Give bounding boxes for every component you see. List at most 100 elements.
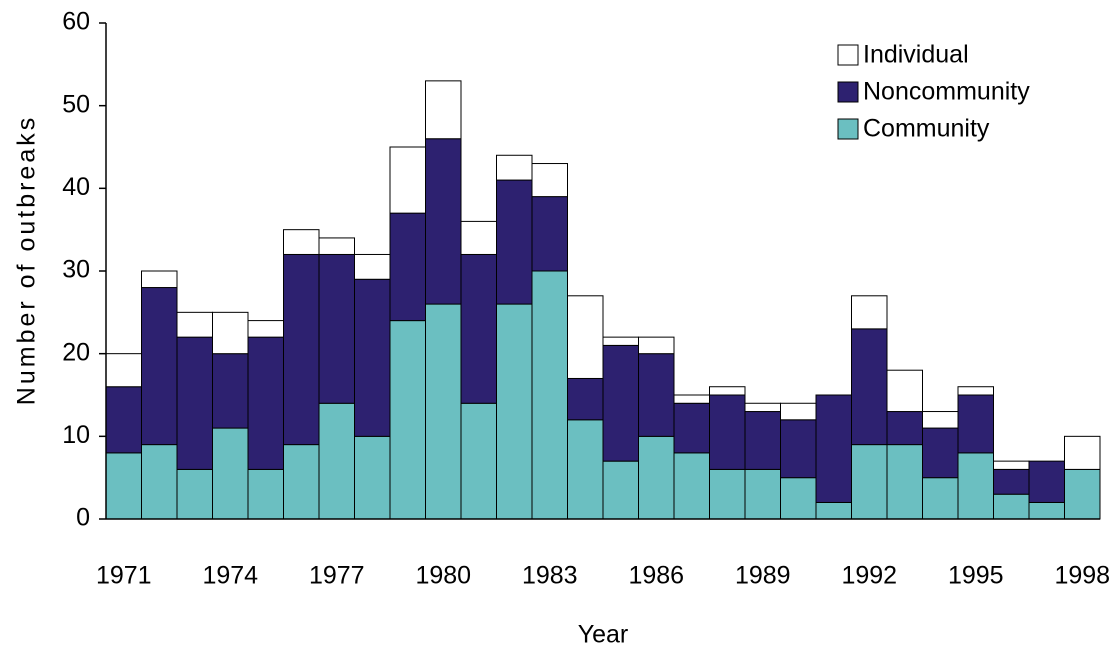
bar-segment [602, 344, 639, 462]
bar-segment [283, 253, 320, 446]
x-tick-label: 1974 [202, 562, 258, 590]
bar-segment [638, 435, 675, 520]
bar-segment [141, 444, 178, 520]
bar-segment [886, 444, 923, 520]
bar-segment [389, 320, 426, 520]
bar-segment [283, 229, 320, 255]
x-tick-label: 1983 [522, 562, 578, 590]
bar-segment [1064, 468, 1101, 520]
bar-segment [531, 163, 568, 198]
bar-segment [425, 138, 462, 305]
bar-segment [496, 179, 533, 305]
legend-swatch [837, 118, 859, 140]
bar-segment [851, 444, 888, 520]
y-tick-label: 50 [62, 90, 90, 118]
bar-segment [1064, 435, 1101, 470]
bar-segment [993, 460, 1030, 470]
y-tick-label: 40 [62, 173, 90, 201]
bar-segment [709, 386, 746, 396]
bar-segment [709, 394, 746, 470]
x-tick-label: 1977 [309, 562, 365, 590]
x-tick-label: 1998 [1054, 562, 1110, 590]
bar-segment [141, 270, 178, 289]
bar-segment [105, 353, 142, 388]
bar-segment [567, 377, 604, 421]
bar-segment [105, 386, 142, 454]
bar-segment [780, 419, 817, 479]
x-tick-label: 1980 [415, 562, 471, 590]
bar-segment [815, 394, 852, 503]
bar-segment [460, 402, 497, 520]
bar-segment [141, 287, 178, 446]
x-tick-label: 1971 [96, 562, 152, 590]
y-tick-label: 30 [62, 256, 90, 284]
bar-segment [886, 369, 923, 413]
bar-segment [531, 196, 568, 272]
bar-segment [247, 320, 284, 338]
bar-segment [744, 468, 781, 520]
x-tick-label: 1992 [841, 562, 897, 590]
bar-segment [425, 303, 462, 520]
bar-segment [354, 278, 391, 437]
legend-label: Noncommunity [863, 78, 1030, 106]
bar-segment [460, 220, 497, 255]
bar-segment [638, 336, 675, 355]
bar-segment [886, 411, 923, 446]
bar-segment [673, 394, 710, 404]
bar-segment [922, 427, 959, 479]
bar-segment [496, 303, 533, 520]
bar-segment [425, 80, 462, 140]
bar-segment [354, 253, 391, 280]
y-tick-label: 20 [62, 338, 90, 366]
bar-segment [318, 237, 355, 255]
y-tick-label: 60 [62, 8, 90, 36]
bar-segment [602, 336, 639, 346]
bar-segment [709, 468, 746, 520]
bar-segment [957, 386, 994, 396]
bar-segment [354, 435, 391, 520]
bar-segment [318, 253, 355, 404]
bar-segment [780, 402, 817, 421]
x-axis-title: Year [578, 621, 629, 649]
bar-segment [389, 212, 426, 322]
bar-segment [957, 452, 994, 520]
legend-label: Community [863, 115, 990, 143]
bar-segment [496, 154, 533, 181]
bar-segment [922, 411, 959, 429]
legend-swatch [837, 81, 859, 103]
bar-segment [212, 353, 249, 429]
bar-segment [1028, 501, 1065, 520]
bar-segment [176, 468, 213, 520]
bar-segment [993, 493, 1030, 520]
bar-segment [744, 402, 781, 413]
y-tick-label: 10 [62, 421, 90, 449]
bar-segment [247, 336, 284, 470]
bar-segment [212, 311, 249, 355]
x-tick-label: 1995 [948, 562, 1004, 590]
y-axis-title: Number of outbreaks [13, 115, 41, 405]
bar-segment [567, 295, 604, 379]
bar-segment [602, 460, 639, 520]
y-tick-label: 0 [76, 504, 90, 532]
bar-segment [957, 394, 994, 454]
bar-segment [815, 501, 852, 520]
bar-segment [638, 353, 675, 437]
bar-segment [460, 253, 497, 404]
legend-swatch [837, 44, 859, 66]
x-tick-label: 1986 [628, 562, 684, 590]
bar-segment [673, 452, 710, 520]
bar-segment [744, 411, 781, 470]
legend-label: Individual [863, 41, 969, 69]
bar-segment [176, 336, 213, 470]
bar-segment [780, 477, 817, 520]
bar-segment [247, 468, 284, 520]
bar-segment [922, 477, 959, 520]
bar-segment [105, 452, 142, 520]
bar-segment [212, 427, 249, 520]
bar-segment [531, 270, 568, 520]
bar-segment [389, 146, 426, 214]
bar-segment [318, 402, 355, 520]
x-tick-label: 1989 [735, 562, 791, 590]
bar-segment [176, 311, 213, 338]
